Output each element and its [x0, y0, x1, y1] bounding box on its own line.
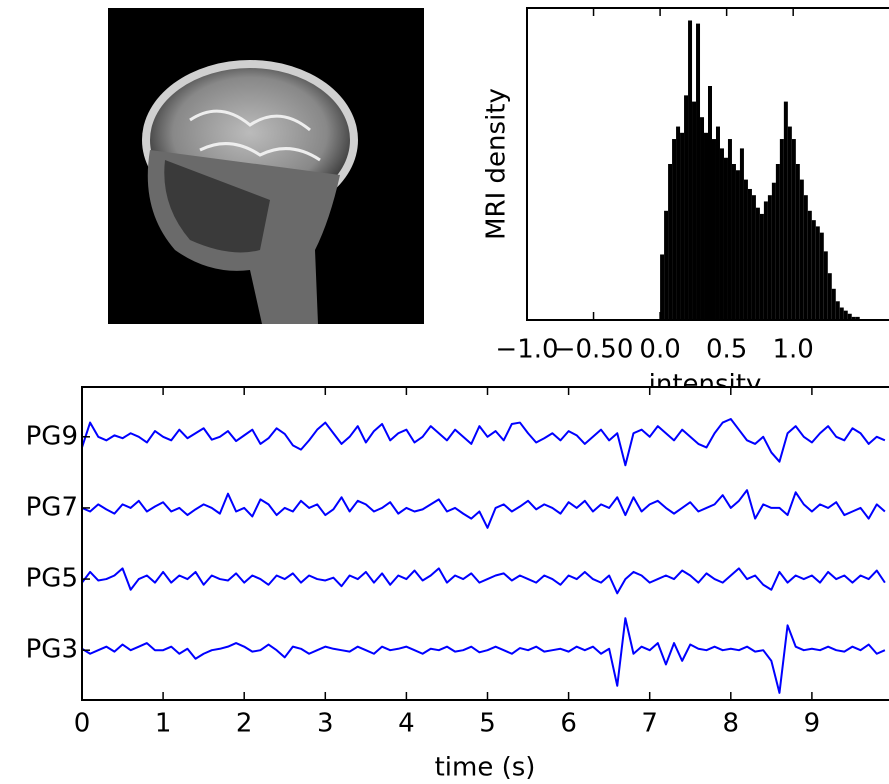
histogram-bar: [711, 139, 716, 320]
x-tick-label: 8: [723, 709, 740, 739]
histogram-bar: [692, 101, 697, 320]
histogram-bar: [791, 139, 796, 320]
histogram-bar: [719, 148, 724, 320]
histogram-bar: [688, 20, 693, 320]
histogram-bar: [831, 288, 836, 320]
histogram-bar: [847, 313, 852, 320]
histogram-bar: [775, 164, 780, 320]
histogram-bar: [660, 254, 665, 320]
y-tick-label: PG5: [26, 564, 78, 594]
histogram-bar: [735, 170, 740, 320]
histogram-bar: [708, 86, 712, 320]
histogram-bar: [676, 126, 681, 320]
x-tick-label: 2: [236, 709, 253, 739]
axes-frame: [526, 7, 889, 321]
histogram-bar: [731, 164, 736, 320]
x-tick-label: −1.0: [495, 335, 558, 365]
x-tick-label: 0.5: [706, 335, 747, 365]
y-tick-label: PG7: [26, 492, 78, 522]
histogram-bar: [672, 139, 677, 320]
signal-trace: [81, 567, 886, 595]
y-axis-label: MRI density: [482, 88, 512, 240]
x-tick-label: 4: [398, 709, 415, 739]
histogram-bar: [823, 251, 828, 320]
x-tick-label: 3: [317, 709, 334, 739]
histogram-bar: [783, 101, 788, 320]
histogram-bar: [715, 126, 720, 320]
signal-trace: [81, 489, 886, 529]
x-tick-label: 6: [560, 709, 577, 739]
x-tick-label: 1: [155, 709, 172, 739]
histogram-bar: [807, 210, 812, 320]
histogram-bar: [704, 132, 709, 320]
histogram-bar: [787, 126, 792, 320]
histogram-bar: [727, 139, 732, 320]
histogram-bar: [827, 273, 832, 320]
histogram-bar: [811, 220, 816, 320]
histogram-bar: [855, 316, 860, 320]
y-tick-label: PG9: [26, 421, 78, 451]
x-tick-label: 0.0: [639, 335, 680, 365]
histogram-bar: [763, 201, 768, 320]
x-axis-label: time (s): [435, 753, 536, 783]
histogram-bar: [723, 157, 728, 320]
histogram-bar: [819, 232, 824, 320]
histogram-bar: [696, 23, 701, 320]
y-tick-label: PG3: [26, 635, 78, 665]
histogram-bar: [684, 95, 689, 320]
histogram-bar: [759, 213, 764, 320]
x-tick-label: 0: [74, 709, 91, 739]
x-tick-label: 5: [479, 709, 496, 739]
signal-trace: [81, 617, 886, 694]
histogram-bar: [803, 195, 808, 320]
histogram-bar: [668, 164, 673, 320]
histogram-bar: [755, 207, 760, 320]
x-tick-label: 7: [641, 709, 658, 739]
x-tick-label: −0.50: [554, 335, 634, 365]
histogram-bar: [839, 307, 844, 320]
histogram-bar: [747, 188, 752, 320]
axes-frame: [81, 386, 889, 701]
signal-trace: [81, 418, 886, 467]
histogram-bar: [815, 226, 820, 320]
histogram-bar: [739, 148, 744, 320]
x-tick-label: 1.0: [773, 335, 814, 365]
histogram-bar: [751, 195, 756, 320]
mri-image: [108, 8, 424, 324]
histogram-bar: [795, 164, 800, 320]
histogram-bar: [779, 139, 784, 320]
histogram-bar: [767, 195, 772, 320]
histogram-bar: [700, 117, 705, 320]
histogram-bar: [851, 316, 856, 320]
histogram-bar: [680, 132, 685, 320]
x-tick-label: 9: [804, 709, 821, 739]
histogram-bar: [771, 182, 776, 320]
histogram-bar: [664, 210, 669, 320]
histogram-bar: [743, 179, 748, 320]
histogram-bar: [835, 301, 840, 320]
axes-background: [82, 387, 889, 700]
histogram-bar: [799, 179, 804, 320]
histogram-bar: [843, 310, 848, 320]
